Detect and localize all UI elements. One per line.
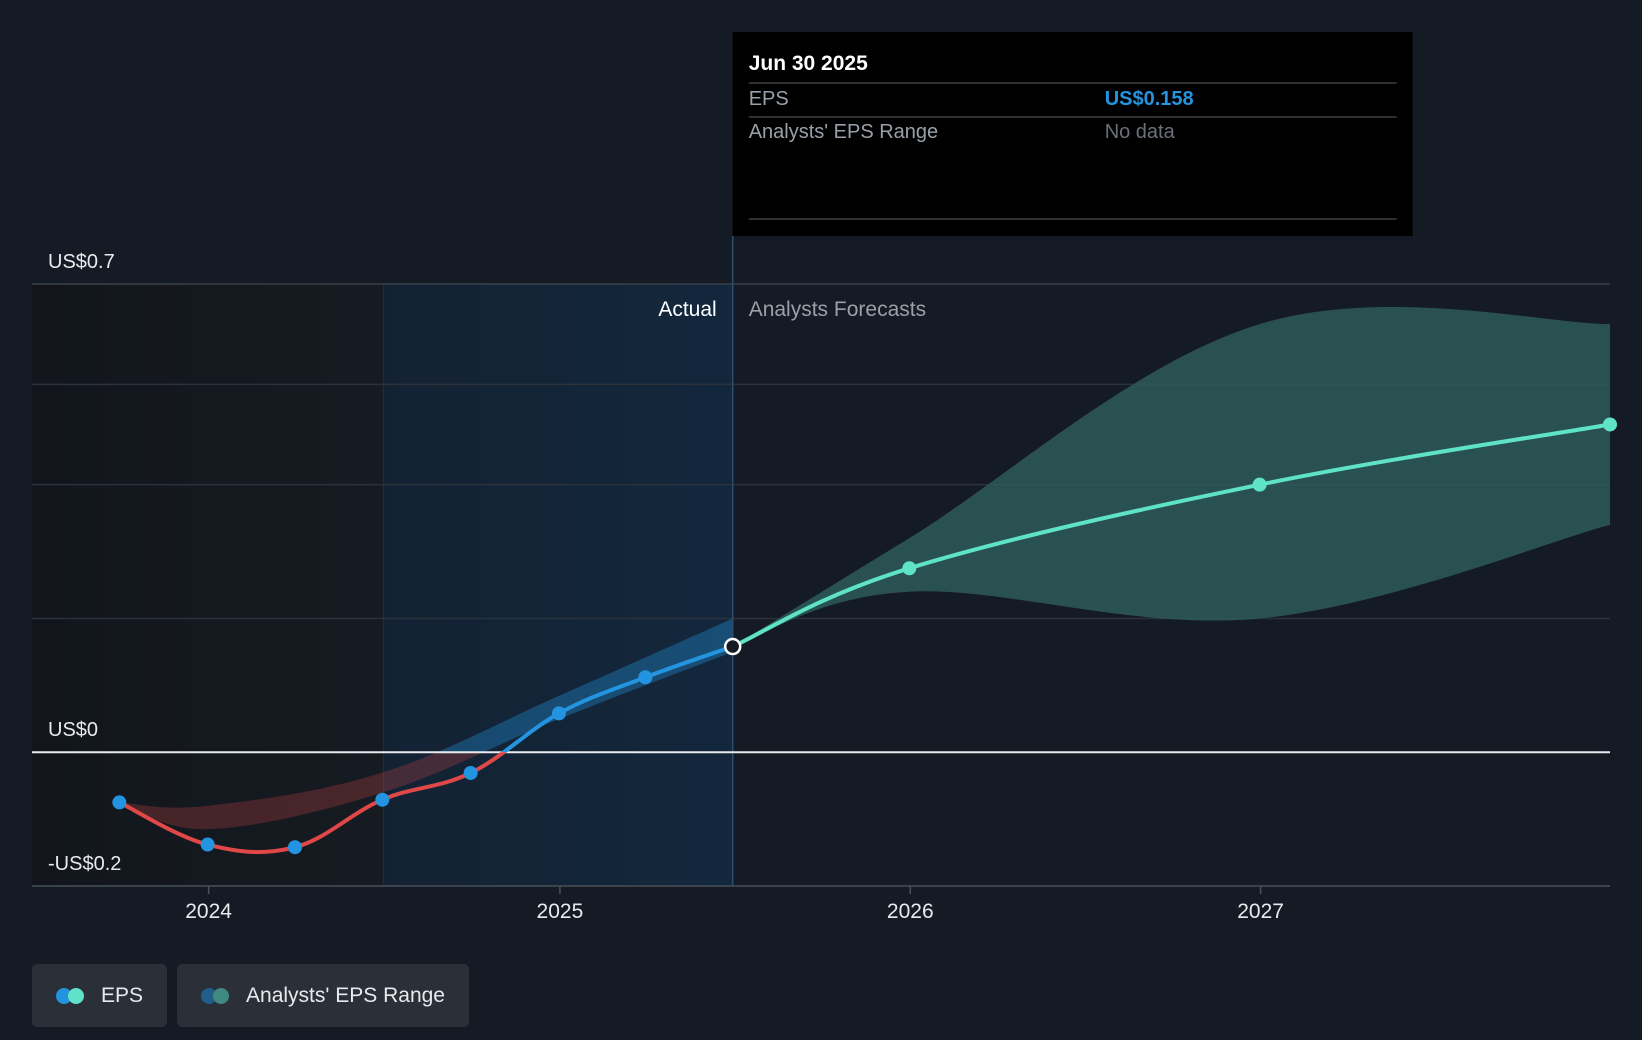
- y-tick-label-2: -US$0.2: [48, 853, 121, 875]
- tooltip-date: Jun 30 2025: [749, 52, 868, 75]
- eps-point-forecast-1: [1252, 477, 1267, 492]
- x-tick-label-1: 2025: [537, 900, 584, 923]
- y-tick-label-1: US$0: [48, 719, 98, 741]
- legend-label-eps: EPS: [101, 983, 144, 1007]
- legend-item-eps-range[interactable]: Analysts' EPS Range: [177, 964, 469, 1027]
- x-tick-label-2: 2026: [887, 900, 934, 923]
- eps-dot-forecast: [68, 987, 84, 1004]
- tooltip-value-0: US$0.158: [1105, 88, 1194, 110]
- eps-point-actual-1: [200, 837, 215, 852]
- eps-point-highlighted: [723, 637, 742, 656]
- range-dot-forecast: [213, 987, 230, 1004]
- tooltip-box: [732, 32, 1413, 236]
- tooltip-label-0: EPS: [749, 88, 789, 110]
- x-tick-label-3: 2027: [1237, 900, 1284, 923]
- tooltip: Jun 30 2025 EPS US$0.158 Analysts' EPS Rang…: [732, 32, 1413, 236]
- legend-label-eps-range: Analysts' EPS Range: [246, 983, 445, 1007]
- y-tick-label-0: US$0.7: [48, 251, 115, 273]
- forecast-range-band: [732, 307, 1639, 647]
- actual-eps-line-positive: [500, 644, 735, 753]
- eps-point-actual-2: [288, 840, 302, 855]
- tooltip-value-1: No data: [1105, 121, 1176, 143]
- tooltip-label-1: Analysts' EPS Range: [749, 121, 938, 143]
- section-label-forecast: Analysts Forecasts: [749, 298, 926, 321]
- section-label-actual: Actual: [658, 298, 716, 321]
- legend-item-eps[interactable]: EPS: [32, 964, 168, 1027]
- eps-chart: US$0.7 US$0 -US$0.2 2024 2025 2026 2027 Actual A…: [32, 32, 1639, 923]
- eps-legend-icon: [56, 987, 86, 1004]
- actual-highlight-region: [383, 284, 733, 886]
- actual-band-negative: [119, 752, 484, 830]
- actual-eps-line-negative: [117, 752, 508, 855]
- eps-point-actual-0: [112, 795, 127, 810]
- eps-point-actual-6: [638, 670, 653, 685]
- eps-point-actual-4: [463, 765, 478, 780]
- eps-range-legend-icon: [201, 987, 231, 1004]
- x-tick-label-0: 2024: [185, 900, 232, 923]
- legend: EPS Analysts' EPS Range: [32, 964, 469, 1027]
- actual-band-positive: [437, 618, 733, 753]
- eps-point-forecast-0: [902, 561, 917, 576]
- eps-point-actual-3: [375, 792, 390, 807]
- forecast-eps-line: [730, 422, 1612, 649]
- eps-point-actual-5: [551, 706, 566, 721]
- eps-point-forecast-2: [1603, 417, 1617, 432]
